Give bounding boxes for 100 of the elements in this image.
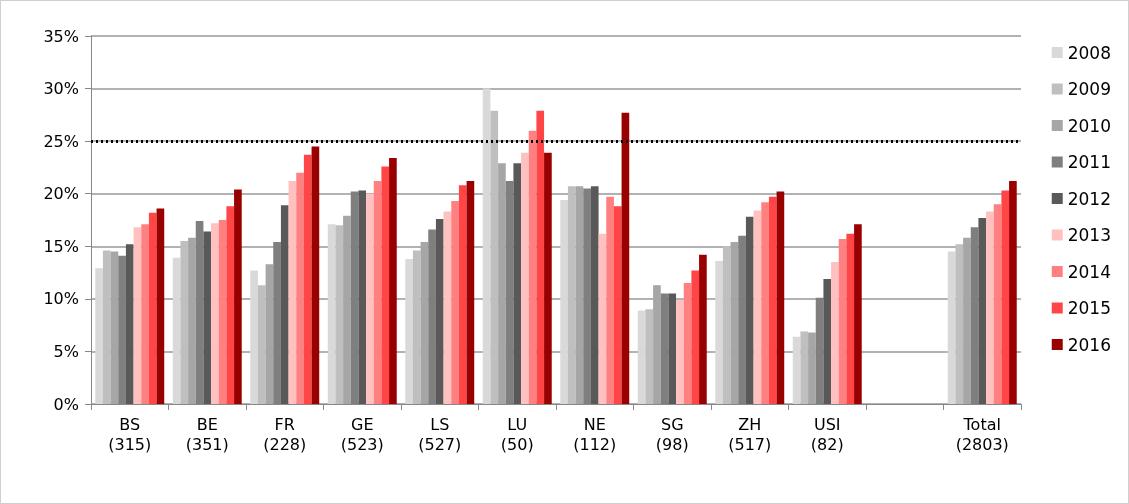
bar (311, 146, 320, 404)
bar (466, 181, 475, 404)
bar (451, 201, 459, 404)
bar (211, 223, 219, 404)
bar (567, 186, 576, 404)
bar (978, 217, 987, 404)
bar (498, 163, 506, 404)
bar (823, 278, 832, 404)
x-tick-label: BS (315) (108, 414, 152, 454)
bar (335, 225, 344, 404)
bar (250, 270, 258, 404)
bar (1001, 190, 1010, 404)
legend-label: 2009 (1067, 79, 1111, 99)
legend-label: 2010 (1067, 115, 1111, 136)
bar (125, 244, 134, 404)
bar (986, 211, 994, 404)
bar (831, 262, 839, 404)
bar (156, 208, 165, 404)
bar (405, 258, 413, 404)
bar (102, 250, 111, 404)
bar (993, 204, 1002, 404)
bar (776, 191, 785, 404)
x-tick-label: BE (351) (185, 414, 229, 454)
bar (389, 157, 397, 404)
x-tick-label: Total (2803) (955, 414, 1009, 454)
bar (358, 190, 367, 404)
bar (653, 285, 661, 404)
bar (745, 216, 754, 404)
y-tick-label: 35% (43, 26, 79, 46)
bar (963, 237, 971, 404)
bar (366, 193, 374, 404)
bar (846, 233, 855, 404)
bar (296, 172, 304, 404)
y-tick-label: 15% (43, 236, 79, 256)
bar (513, 163, 522, 404)
bar (645, 309, 654, 404)
bar (838, 238, 847, 404)
bar (343, 215, 351, 404)
bar (257, 285, 266, 404)
bar (226, 206, 235, 404)
bar (528, 130, 537, 404)
bar (730, 242, 739, 404)
bar (373, 181, 382, 404)
y-tick-label: 20% (43, 184, 79, 204)
bar (536, 110, 545, 404)
bar (637, 310, 646, 404)
bar (172, 257, 181, 404)
bar (613, 206, 622, 404)
bar (288, 181, 297, 404)
bar (676, 299, 684, 404)
y-tick-label: 5% (53, 341, 79, 361)
bar (590, 186, 599, 404)
bar (699, 254, 707, 404)
bar (95, 268, 103, 404)
bar (621, 112, 630, 404)
legend-label: 2015 (1067, 298, 1111, 318)
bar (668, 293, 677, 404)
bar (490, 110, 499, 404)
bar (110, 251, 119, 404)
x-tick-label: FR (228) (263, 414, 307, 454)
bar (218, 220, 227, 404)
bar (482, 88, 491, 404)
bar (854, 224, 862, 404)
bar (180, 241, 189, 404)
y-tick-label: 10% (43, 289, 79, 309)
bar (458, 185, 467, 404)
y-tick-label: 30% (43, 79, 79, 99)
bar (133, 227, 142, 404)
x-tick-label: ZH (517) (728, 414, 772, 454)
x-tick-label: SG (98) (655, 414, 689, 454)
bar (955, 244, 964, 404)
x-tick-label: GE (523) (340, 414, 384, 454)
bar (598, 233, 607, 404)
x-tick-label: LU (50) (500, 414, 534, 454)
bar (303, 154, 312, 404)
x-tick-label: LS (527) (418, 414, 462, 454)
legend-label: 2008 (1067, 42, 1111, 63)
x-tick-label: USI (82) (810, 414, 844, 454)
y-tick-label: 0% (53, 394, 79, 414)
legend-label: 2013 (1067, 225, 1111, 245)
bar (792, 336, 801, 404)
bar (412, 250, 421, 404)
bar (715, 261, 723, 404)
bar (381, 166, 390, 404)
x-tick-label: NE (112) (573, 414, 617, 454)
bar (808, 332, 816, 404)
bar (280, 205, 289, 404)
bar (575, 186, 584, 404)
bar (683, 283, 692, 404)
bar (234, 189, 242, 404)
legend-label: 2011 (1067, 152, 1111, 172)
bar (753, 210, 762, 404)
bar (203, 231, 212, 404)
bar (722, 246, 731, 404)
bar (606, 196, 614, 404)
bar (420, 242, 429, 404)
bar (265, 264, 274, 404)
legend-label: 2014 (1067, 261, 1111, 282)
bar (188, 237, 196, 404)
bar (560, 200, 568, 404)
